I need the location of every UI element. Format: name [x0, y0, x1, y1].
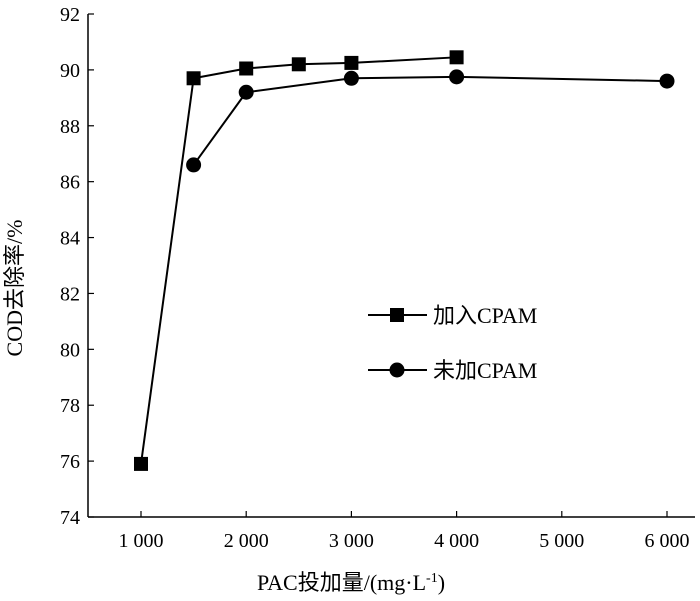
data-point-circle — [238, 84, 254, 100]
data-point-square — [449, 50, 464, 65]
y-tick-label: 90 — [60, 60, 80, 82]
data-point-circle — [343, 70, 359, 86]
x-axis-ticks: 1 000 2 000 3 000 4 000 5 000 6 000 — [119, 511, 690, 552]
y-axis-title: COD去除率/% — [2, 220, 27, 357]
data-point-square — [344, 55, 359, 70]
series-layer — [134, 50, 675, 471]
data-point-circle — [659, 73, 675, 89]
legend-item: 未加CPAM — [368, 358, 537, 383]
x-tick-label: 1 000 — [119, 530, 164, 552]
data-point-circle — [186, 157, 202, 173]
x-tick-label: 3 000 — [329, 530, 374, 552]
legend-label: 加入CPAM — [433, 303, 537, 328]
legend: 加入CPAM 未加CPAM — [368, 303, 537, 383]
series-without-cpam — [186, 69, 675, 173]
y-tick-label: 80 — [60, 339, 80, 361]
data-point-square — [186, 71, 201, 86]
y-tick-label: 78 — [60, 395, 80, 417]
x-axis-title: PAC投加量/(mg·L-1) — [257, 570, 445, 595]
y-tick-label: 82 — [60, 283, 80, 305]
series-line — [140, 56, 457, 465]
data-point-square — [291, 57, 306, 72]
data-point-square — [134, 456, 148, 471]
data-point-circle — [449, 69, 465, 85]
series-with-cpam — [134, 50, 464, 471]
x-tick-label: 6 000 — [645, 530, 690, 552]
y-tick-label: 84 — [60, 228, 80, 250]
y-tick-label: 86 — [60, 172, 80, 194]
plot-frame — [87, 14, 695, 518]
y-tick-label: 74 — [60, 507, 80, 529]
x-axis-title-close: ) — [438, 570, 445, 595]
legend-marker-circle — [389, 362, 405, 378]
x-tick-label: 5 000 — [539, 530, 584, 552]
legend-label: 未加CPAM — [433, 358, 537, 383]
x-tick-label: 2 000 — [224, 530, 269, 552]
legend-marker-square — [390, 308, 404, 322]
series-line — [192, 75, 668, 166]
y-axis-ticks: 74 76 78 80 82 84 86 88 90 92 — [60, 4, 94, 529]
x-axis-title-superscript: -1 — [426, 571, 438, 586]
y-tick-label: 92 — [60, 4, 80, 26]
y-tick-label: 88 — [60, 116, 80, 138]
data-point-square — [239, 61, 254, 76]
legend-item: 加入CPAM — [368, 303, 537, 328]
y-tick-label: 76 — [60, 451, 80, 473]
x-tick-label: 4 000 — [434, 530, 479, 552]
x-axis-title-main: PAC投加量/(mg·L — [257, 570, 426, 595]
